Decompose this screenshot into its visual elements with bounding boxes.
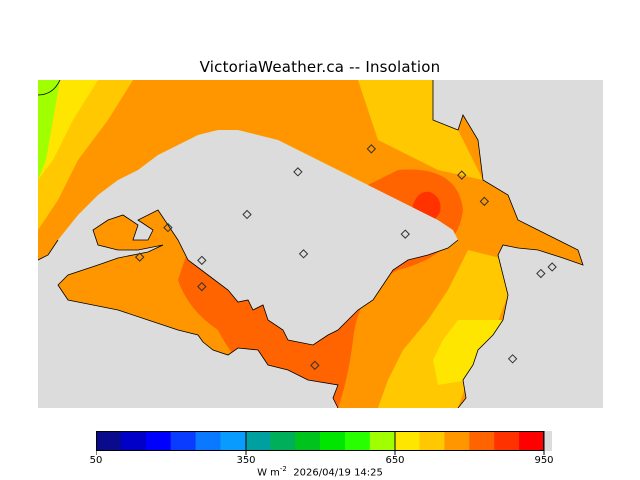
colorbar-cell	[444, 431, 470, 451]
units-and-timestamp: W m-2 2026/04/19 14:25	[0, 465, 640, 478]
colorbar-cell	[369, 431, 396, 451]
colorbar-cell	[344, 431, 371, 451]
colorbar-cell	[519, 431, 545, 451]
colorbar-cell	[220, 431, 246, 451]
contour-600	[38, 80, 60, 180]
station-marker[interactable]	[293, 167, 303, 177]
colorbar-outline	[96, 431, 544, 451]
colorbar-cell	[494, 431, 520, 451]
station-marker[interactable]	[163, 222, 173, 233]
station-marker[interactable]	[310, 360, 320, 371]
colorbar-tick-min: 50	[89, 455, 103, 466]
colorbar-cell	[419, 431, 445, 451]
insolation-map	[38, 80, 603, 408]
station-marker[interactable]	[457, 170, 467, 180]
units-exponent: -2	[279, 465, 287, 473]
station-marker[interactable]	[197, 281, 207, 292]
contour-650-se	[433, 320, 503, 385]
colorbar-cell	[170, 431, 197, 451]
contour-750-ne	[358, 80, 483, 180]
station-marker[interactable]	[479, 196, 490, 207]
colorbar-tick-max: 950	[534, 455, 554, 466]
colorbar	[96, 431, 552, 455]
colorbar-tick-650: 650	[385, 455, 405, 466]
colorbar-cell	[270, 431, 296, 451]
station-markers	[134, 144, 557, 371]
colorbar-tick-350: 350	[236, 455, 256, 466]
colorbar-cell	[245, 431, 271, 451]
colorbar-cell	[195, 431, 221, 451]
map-title: VictoriaWeather.ca -- Insolation	[199, 58, 441, 76]
colorbar-cell	[320, 431, 346, 451]
colorbar-cell	[295, 431, 321, 451]
colorbar-cell	[469, 431, 495, 451]
station-marker[interactable]	[134, 252, 145, 262]
colorbar-cell	[394, 431, 421, 451]
station-marker[interactable]	[547, 262, 557, 272]
coastline	[38, 80, 584, 408]
units-label: W m	[257, 467, 280, 479]
station-marker[interactable]	[507, 354, 518, 364]
station-marker[interactable]	[366, 144, 377, 154]
colorbar-cells	[96, 431, 552, 455]
station-marker[interactable]	[197, 255, 207, 266]
contour-750-se	[378, 250, 508, 408]
colorbar-cell	[96, 431, 122, 451]
station-marker[interactable]	[298, 249, 309, 259]
timestamp: 2026/04/19 14:25	[293, 467, 383, 479]
colorbar-end-cell	[544, 431, 552, 451]
colorbar-cell	[145, 431, 172, 451]
station-marker[interactable]	[242, 209, 252, 220]
station-marker[interactable]	[400, 229, 410, 239]
colorbar-cell	[120, 431, 147, 451]
station-marker[interactable]	[536, 268, 546, 279]
